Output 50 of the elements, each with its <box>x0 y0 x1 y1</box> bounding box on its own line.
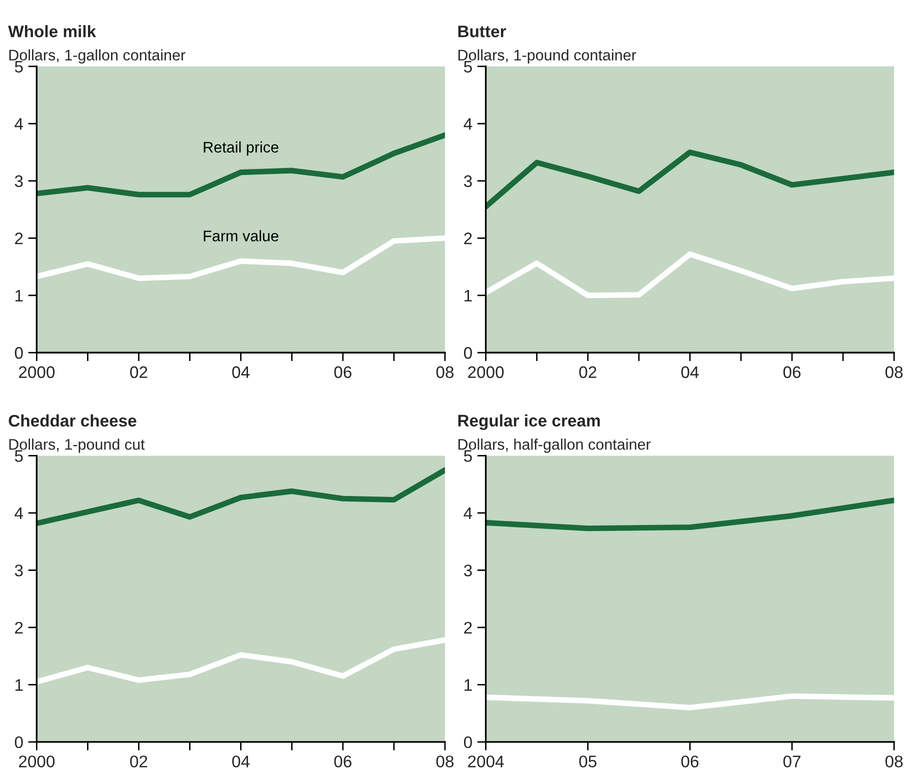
y-tick-label: 0 <box>464 347 472 359</box>
x-tick-label: 2000 <box>468 366 504 378</box>
y-tick-label: 3 <box>464 564 472 576</box>
x-tick-label: 05 <box>579 756 596 768</box>
x-tick-label: 02 <box>130 756 148 768</box>
x-tick-label: 06 <box>334 756 352 768</box>
x-tick-label: 06 <box>783 366 801 378</box>
y-tick-label: 4 <box>464 508 472 519</box>
y-tick-label: 4 <box>14 118 23 130</box>
y-tick-label: 0 <box>464 736 472 748</box>
chart-subtitle: Dollars, half-gallon container <box>458 438 651 453</box>
x-tick-label: 06 <box>334 366 352 378</box>
x-tick-label: 2004 <box>468 756 504 768</box>
y-tick-label: 2 <box>464 622 472 634</box>
y-tick-label: 2 <box>15 622 23 634</box>
y-tick-label: 3 <box>14 564 23 576</box>
y-tick-label: 1 <box>464 290 472 302</box>
x-tick-label: 02 <box>579 366 596 378</box>
series-label: Farm value <box>204 230 278 242</box>
x-tick-label: 06 <box>681 756 698 768</box>
chart-title: Whole milk <box>8 25 96 38</box>
chart-title: Butter <box>458 26 506 38</box>
y-tick-label: 4 <box>14 508 23 519</box>
y-tick-label: 0 <box>14 736 23 748</box>
y-tick-label: 5 <box>14 450 23 462</box>
x-tick-label: 2000 <box>18 366 55 378</box>
y-tick-label: 1 <box>464 679 472 691</box>
x-tick-label: 08 <box>436 756 454 768</box>
y-tick-label: 4 <box>464 118 472 130</box>
y-tick-label: 3 <box>464 175 472 188</box>
y-tick-label: 0 <box>14 347 23 359</box>
x-tick-label: 08 <box>436 366 454 378</box>
y-tick-label: 3 <box>14 175 23 188</box>
y-tick-label: 2 <box>464 232 472 244</box>
x-tick-label: 04 <box>232 366 250 378</box>
y-tick-label: 1 <box>15 679 23 691</box>
chart-title: Regular ice cream <box>458 414 600 430</box>
x-tick-label: 08 <box>885 366 903 378</box>
y-tick-label: 5 <box>464 450 472 462</box>
y-tick-label: 1 <box>15 290 23 302</box>
x-tick-label: 04 <box>681 366 699 378</box>
y-tick-label: 2 <box>15 232 23 244</box>
x-tick-label: 07 <box>783 756 800 768</box>
x-tick-label: 04 <box>232 756 250 768</box>
chart-title: Cheddar cheese <box>8 414 136 427</box>
chart-subtitle: Dollars, 1-pound cut <box>9 438 145 453</box>
x-tick-label: 08 <box>885 756 903 768</box>
series-label: Retail price <box>204 141 278 156</box>
x-tick-label: 02 <box>130 366 148 378</box>
x-tick-label: 2000 <box>18 756 55 768</box>
